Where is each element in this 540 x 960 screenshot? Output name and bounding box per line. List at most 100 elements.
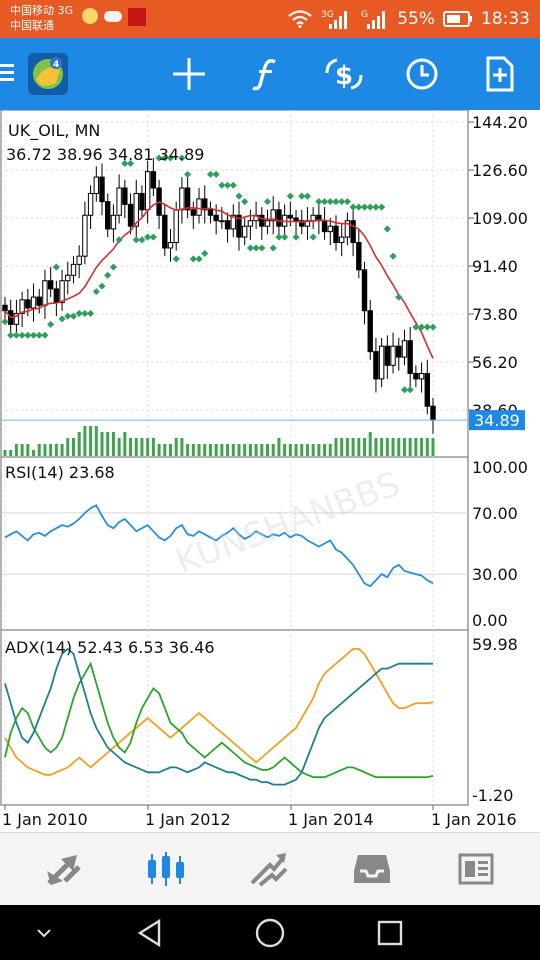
rsi-series <box>4 504 434 588</box>
candle-body <box>299 220 305 227</box>
volume-bar <box>168 444 172 456</box>
battery-percent: 55% <box>397 9 435 29</box>
candle-body <box>430 405 436 421</box>
volume-bar <box>191 444 195 456</box>
candle-body <box>87 192 94 216</box>
back-button[interactable] <box>130 915 170 951</box>
volume-bar <box>300 444 304 456</box>
candle-body <box>190 209 197 216</box>
volume-bar <box>157 444 161 456</box>
home-button[interactable] <box>250 915 290 951</box>
volume-bar <box>317 444 321 456</box>
volume-bar <box>334 438 338 456</box>
volume-bar <box>26 444 30 456</box>
volume-bar <box>3 450 7 456</box>
volume-bar <box>357 438 361 456</box>
chart-svg[interactable]: 144.20126.60109.0091.4073.8056.2038.6034… <box>0 109 540 832</box>
period-button[interactable] <box>402 54 442 94</box>
current-price-badge <box>469 410 525 431</box>
volume-bar <box>32 450 36 456</box>
candles <box>2 158 436 434</box>
sar-dot <box>258 244 266 252</box>
notification-icons <box>82 8 146 26</box>
candle-body <box>384 345 391 366</box>
system-nav <box>0 905 540 960</box>
sar-dot <box>343 198 351 206</box>
home-icon <box>255 918 285 948</box>
trade-icon <box>250 853 288 887</box>
candle-body <box>127 203 134 227</box>
rsi-line <box>4 504 434 588</box>
symbols-button[interactable]: $ <box>324 54 364 94</box>
new-order-button[interactable] <box>480 54 520 94</box>
sar-dot <box>298 192 306 200</box>
candle-body <box>373 351 379 380</box>
sar-dot <box>127 159 135 167</box>
adx-tick-label: 59.98 <box>472 635 518 654</box>
volume-bar <box>117 438 121 456</box>
clock-icon <box>406 58 438 90</box>
volume-bar <box>305 444 309 456</box>
candle-body <box>213 214 219 222</box>
volume-bar <box>123 432 127 456</box>
volume-bar <box>414 438 418 456</box>
volume-bar <box>391 438 395 456</box>
candle-body <box>202 198 208 211</box>
volume-bar <box>351 438 355 456</box>
sar-dot <box>326 198 334 206</box>
candle-body <box>47 280 54 290</box>
indicators-button[interactable] <box>246 54 286 94</box>
candle-body <box>378 345 385 380</box>
rsi-tick-label: 100.00 <box>472 458 528 477</box>
recents-button[interactable] <box>370 915 410 951</box>
crosshair-button[interactable] <box>169 54 209 94</box>
candle-body <box>327 225 333 233</box>
nav-quotes[interactable] <box>39 849 87 889</box>
volume-bar <box>186 444 190 456</box>
candle-body <box>293 217 299 222</box>
candle-body <box>390 345 396 366</box>
sar-dot <box>383 225 391 233</box>
svg-text:3G: 3G <box>321 10 334 20</box>
volume-bar <box>60 444 64 456</box>
chart-area[interactable]: 144.20126.60109.0091.4073.8056.2038.6034… <box>0 109 540 832</box>
volume-bar <box>197 444 201 456</box>
notification-chevron-button[interactable] <box>24 915 64 951</box>
sar-dot <box>360 203 369 211</box>
quotes-icon <box>47 855 81 885</box>
current-price-label: 34.89 <box>474 411 520 430</box>
volume-bar <box>254 444 258 456</box>
sar-dot <box>178 154 186 162</box>
sar-dot <box>418 323 426 331</box>
sar-dot <box>155 154 163 162</box>
menu-icon[interactable] <box>0 62 16 84</box>
metatrader-logo-icon[interactable]: 4 <box>26 51 70 97</box>
sar-dot <box>281 233 289 241</box>
sar-dot <box>263 198 272 206</box>
toolbar: 4 $ <box>0 38 540 110</box>
status-bar: 中国移动 3G 中国联通 3G G 55% <box>0 0 540 38</box>
sar-dot <box>64 312 72 320</box>
candle-body <box>93 176 100 194</box>
volume-bar <box>106 432 110 456</box>
candle-body <box>13 312 20 325</box>
sar-dot <box>121 159 129 167</box>
nav-chart[interactable] <box>142 849 190 889</box>
candle-body <box>333 225 339 244</box>
volume-bar <box>54 444 58 456</box>
price-tick-label: 126.60 <box>472 161 528 180</box>
notification-chevron-icon <box>37 929 51 938</box>
nav-news[interactable] <box>452 849 500 889</box>
candle-body <box>310 214 316 222</box>
function-icon <box>252 59 276 91</box>
sar-dot <box>372 203 380 211</box>
nav-history[interactable] <box>348 849 396 889</box>
carrier-2: 中国联通 <box>10 19 54 32</box>
nav-trade[interactable] <box>245 849 293 889</box>
candle-body <box>350 220 356 244</box>
volume-bar <box>311 444 315 456</box>
news-icon <box>458 853 494 885</box>
sar-dot <box>201 249 209 257</box>
volume-bar <box>146 438 150 456</box>
sar-dot <box>58 315 66 323</box>
